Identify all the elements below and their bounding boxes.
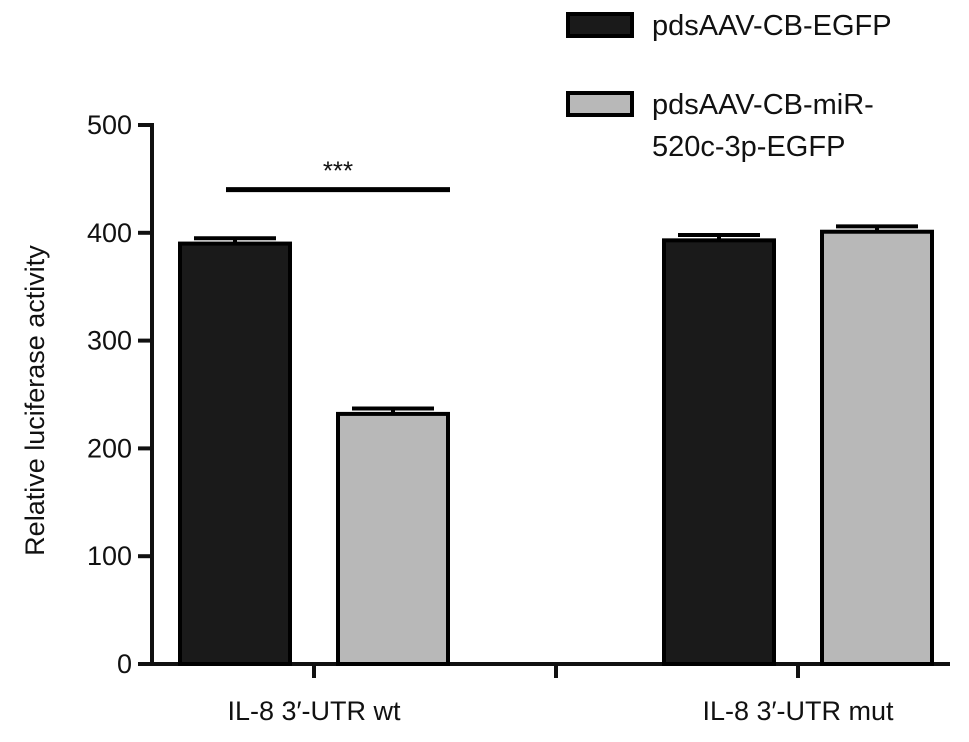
y-tick-label: 100 bbox=[87, 541, 132, 571]
legend: pdsAAV-CB-EGFP pdsAAV-CB-miR- 520c-3p-EGFP bbox=[566, 10, 892, 163]
legend-swatch bbox=[566, 12, 634, 38]
significance-label: *** bbox=[323, 156, 353, 186]
x-category-label: IL-8 3′-UTR mut bbox=[702, 696, 894, 726]
bar bbox=[662, 238, 776, 666]
y-axis-title: Relative luciferase activity bbox=[20, 245, 50, 556]
y-tick-label: 200 bbox=[87, 433, 132, 463]
bar bbox=[336, 411, 450, 666]
legend-label: pdsAAV-CB-miR- bbox=[652, 89, 874, 121]
y-tick-label: 400 bbox=[87, 218, 132, 248]
x-category-label: IL-8 3′-UTR wt bbox=[227, 696, 401, 726]
bar bbox=[178, 241, 292, 667]
y-tick-label: 0 bbox=[117, 649, 132, 679]
y-tick-label: 500 bbox=[87, 110, 132, 140]
y-axis: 0 100 200 300 400 500 bbox=[87, 110, 154, 679]
bars bbox=[178, 224, 934, 667]
annotations: *** bbox=[226, 156, 450, 193]
y-tick-label: 300 bbox=[87, 326, 132, 356]
x-axis: IL-8 3′-UTR wt IL-8 3′-UTR mut bbox=[150, 662, 950, 726]
legend-label: pdsAAV-CB-EGFP bbox=[652, 10, 892, 42]
bar bbox=[820, 229, 934, 667]
legend-label: 520c-3p-EGFP bbox=[652, 131, 845, 163]
legend-swatch bbox=[566, 91, 634, 117]
